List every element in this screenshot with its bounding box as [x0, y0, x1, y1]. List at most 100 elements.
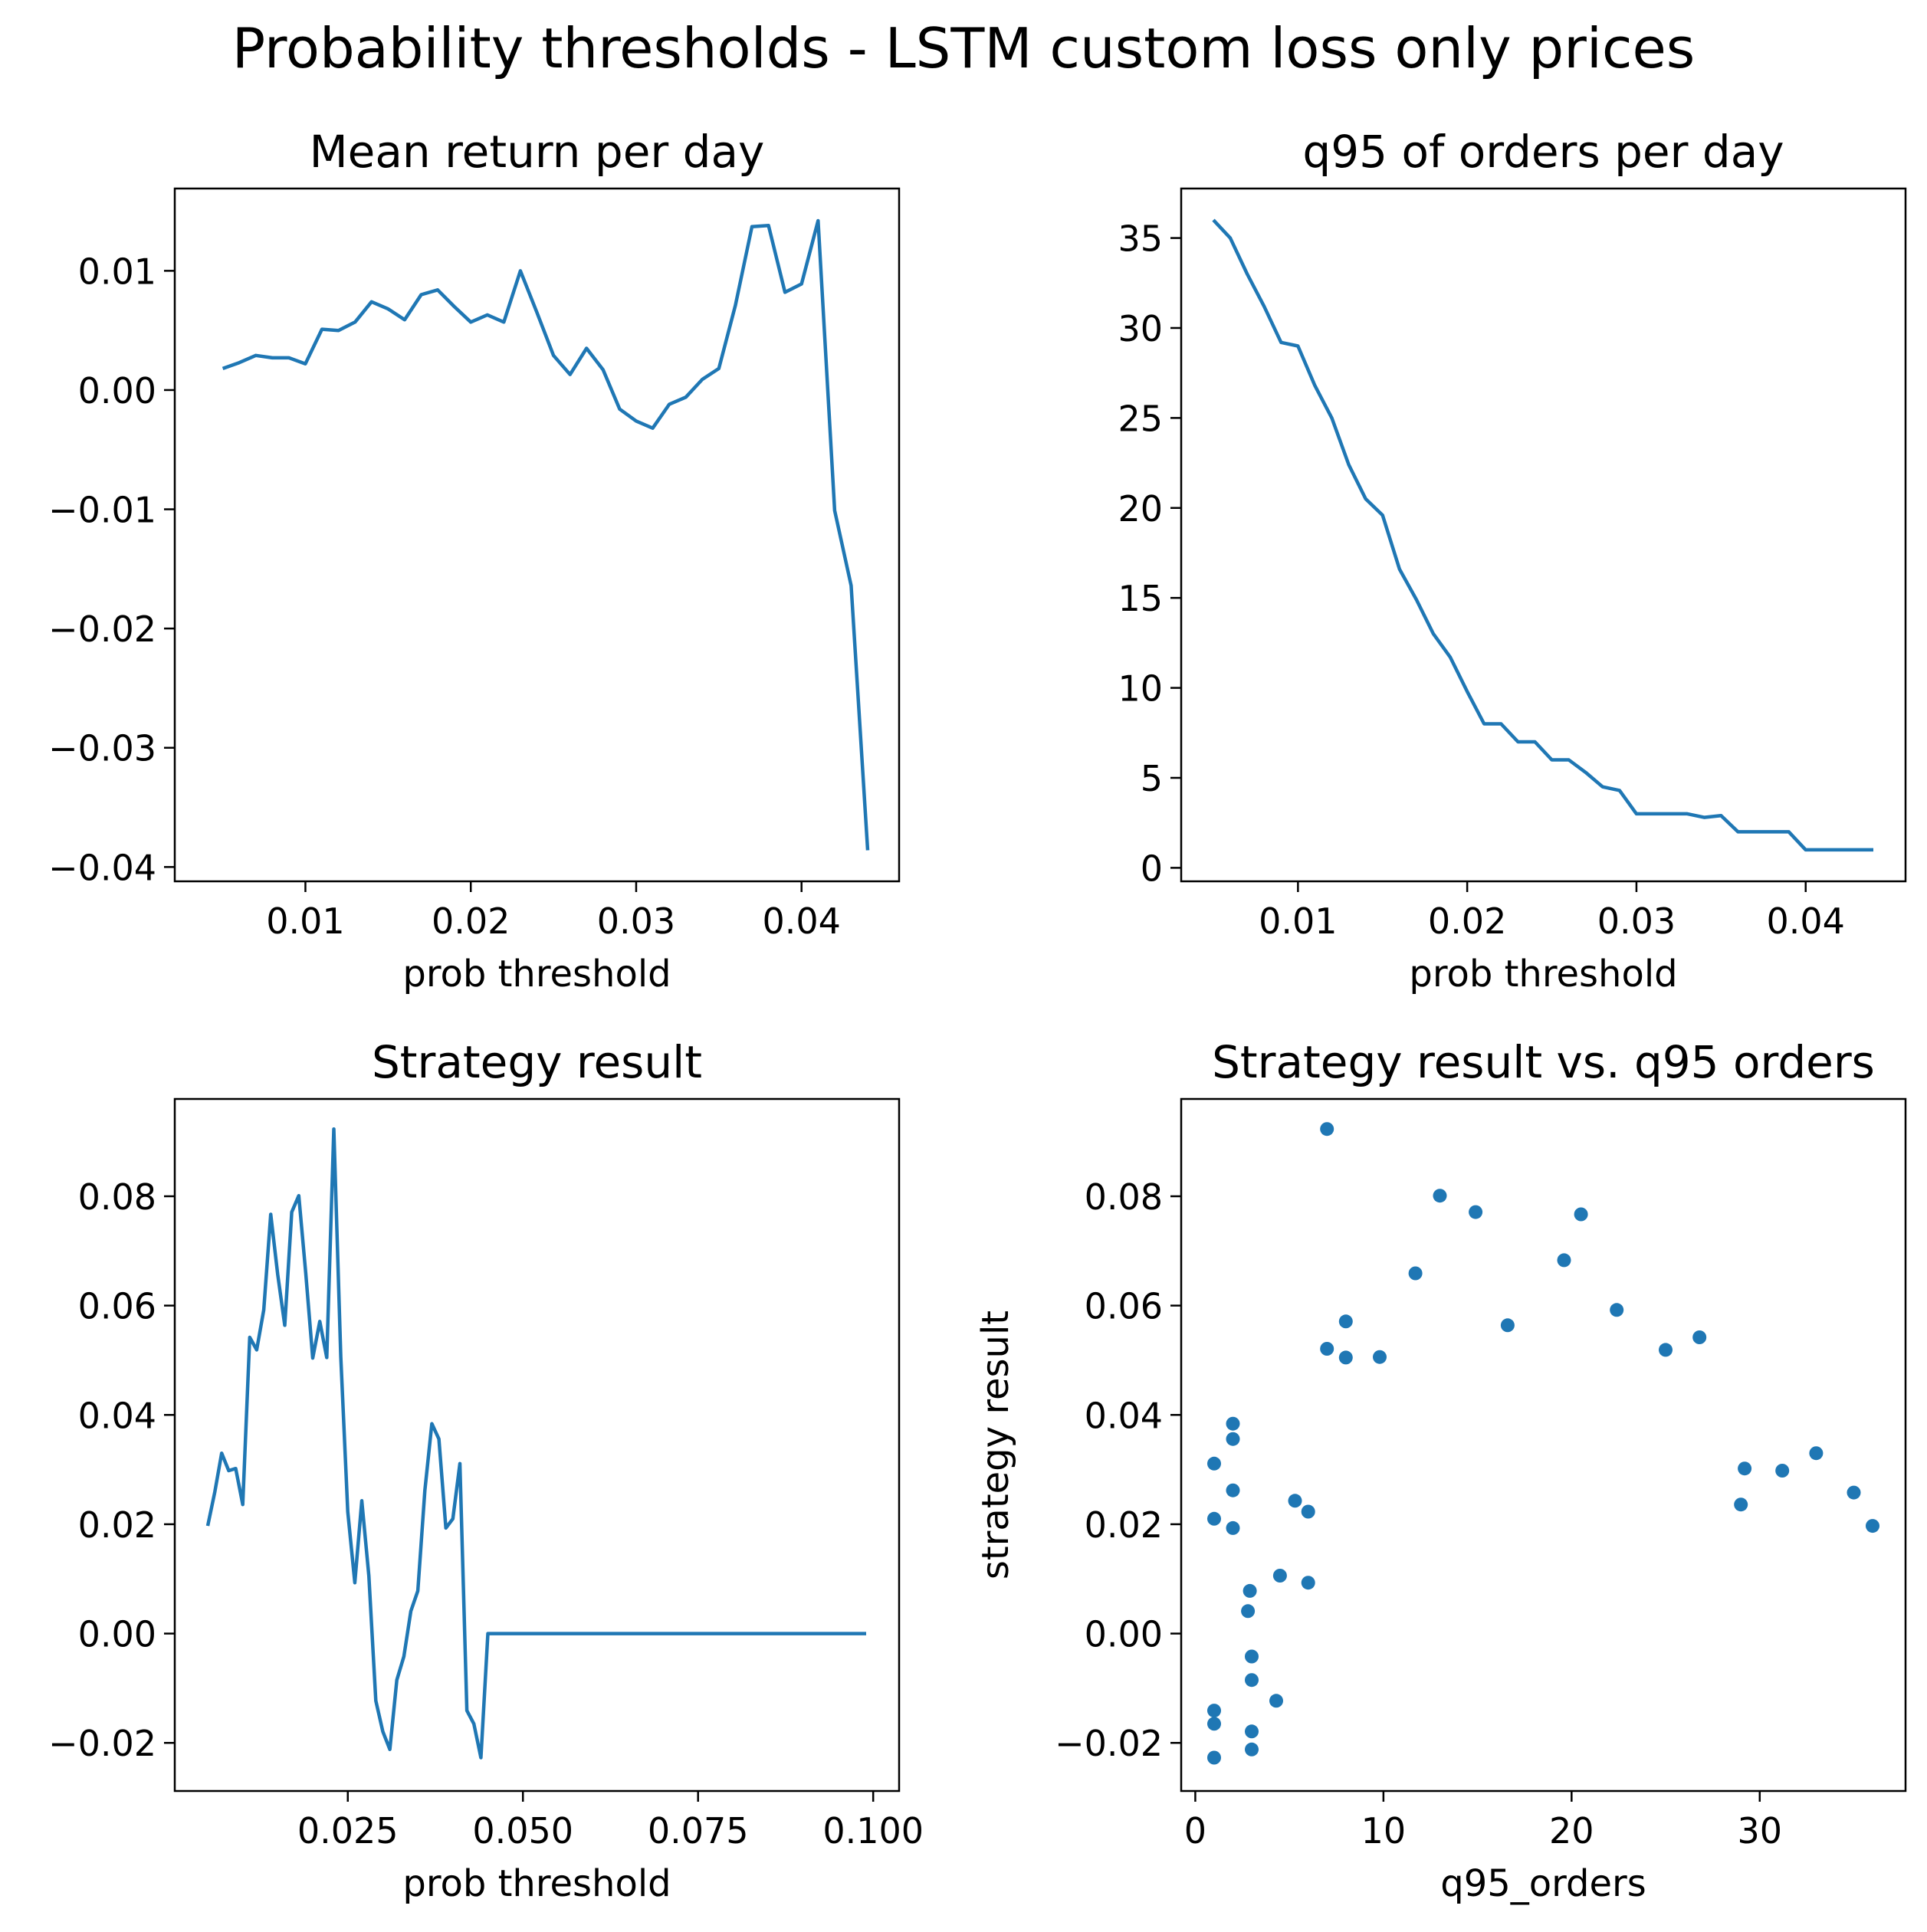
- strategy-vs-q95-point: [1373, 1350, 1387, 1364]
- strategy-vs-q95-point: [1574, 1207, 1588, 1222]
- strategy-vs-q95-point: [1866, 1519, 1879, 1533]
- q95-orders-title: q95 of orders per day: [1302, 126, 1784, 178]
- strategy-vs-q95-point: [1847, 1485, 1861, 1500]
- strategy-vs-q95-point: [1241, 1604, 1256, 1619]
- figure-suptitle: Probability thresholds - LSTM custom los…: [232, 16, 1696, 80]
- strategy-vs-q95-point: [1207, 1511, 1221, 1526]
- strategy-vs-q95-point: [1226, 1416, 1240, 1431]
- strategy-vs-q95-point: [1207, 1456, 1221, 1471]
- strategy-vs-q95-point: [1243, 1583, 1257, 1598]
- q95-orders-xtick-label: 0.02: [1428, 900, 1506, 942]
- mean-return-xtick-label: 0.04: [762, 900, 840, 942]
- q95-orders-ytick-label: 0: [1141, 848, 1163, 889]
- mean-return-axes-frame: [173, 187, 901, 883]
- strategy-vs-q95-point: [1269, 1694, 1283, 1708]
- strategy-result-ytick-label: −0.02: [48, 1723, 156, 1764]
- strategy-vs-q95-point: [1226, 1432, 1240, 1446]
- q95-orders-ytick-label: 25: [1118, 398, 1163, 439]
- strategy-vs-q95-point: [1207, 1750, 1221, 1765]
- q95-orders-ytick-label: 15: [1118, 578, 1163, 619]
- strategy-vs-q95-xtick-label: 20: [1549, 1810, 1594, 1852]
- q95-orders-ytick-label: 5: [1141, 758, 1163, 799]
- strategy-vs-q95-point: [1738, 1461, 1752, 1476]
- strategy-vs-q95-point: [1207, 1704, 1221, 1718]
- strategy-vs-q95-xtick-label: 0: [1184, 1810, 1206, 1852]
- strategy-vs-q95-point: [1734, 1497, 1748, 1512]
- strategy-vs-q95-ytick-label: 0.04: [1085, 1395, 1163, 1436]
- strategy-vs-q95-ytick-label: −0.02: [1055, 1723, 1163, 1764]
- chart-strategy-result: Strategy result 0.025 0.050 0.075 0.100 −0.02…: [48, 1036, 924, 1905]
- strategy-vs-q95-point: [1320, 1342, 1334, 1356]
- strategy-vs-q95-ytick-label: 0.06: [1085, 1286, 1163, 1327]
- strategy-vs-q95-point: [1272, 1569, 1287, 1583]
- strategy-result-axes-frame: [173, 1097, 901, 1793]
- q95-orders-axes-frame: [1180, 187, 1907, 883]
- q95-orders-ytick-label: 35: [1118, 218, 1163, 260]
- q95-orders-ytick-label: 10: [1118, 668, 1163, 710]
- strategy-vs-q95-point: [1809, 1446, 1824, 1461]
- strategy-vs-q95-point: [1692, 1330, 1707, 1344]
- strategy-result-ytick-label: 0.02: [78, 1504, 156, 1546]
- mean-return-ytick-label: −0.04: [48, 847, 156, 888]
- strategy-vs-q95-point: [1433, 1189, 1447, 1203]
- strategy-result-xtick-label: 0.025: [297, 1810, 399, 1852]
- q95-orders-xtick-label: 0.01: [1259, 900, 1337, 942]
- strategy-result-xtick-label: 0.050: [472, 1810, 573, 1852]
- strategy-vs-q95-point: [1288, 1494, 1302, 1508]
- strategy-vs-q95-point: [1320, 1122, 1334, 1137]
- chart-strategy-vs-q95: Strategy result vs. q95 orders 0 10 20 30 −0.…: [974, 1036, 1907, 1905]
- chart-mean-return: Mean return per day 0.01 0.02 0.03 0.04 −0.04…: [48, 126, 901, 996]
- mean-return-ytick-label: −0.03: [48, 728, 156, 769]
- mean-return-ytick-label: 0.01: [78, 251, 156, 292]
- strategy-vs-q95-point: [1469, 1205, 1483, 1219]
- strategy-vs-q95-xtick-label: 10: [1361, 1810, 1407, 1852]
- strategy-vs-q95-point: [1301, 1504, 1315, 1519]
- strategy-vs-q95-xlabel: q95_orders: [1440, 1862, 1646, 1905]
- strategy-vs-q95-xtick-label: 30: [1737, 1810, 1782, 1852]
- q95-orders-xtick-label: 0.04: [1767, 900, 1845, 942]
- q95-orders-ytick-label: 30: [1118, 308, 1163, 349]
- strategy-result-ytick-label: 0.04: [78, 1395, 156, 1436]
- strategy-vs-q95-point: [1226, 1483, 1240, 1497]
- strategy-result-xtick-label: 0.100: [822, 1810, 924, 1852]
- strategy-result-title: Strategy result: [372, 1036, 702, 1088]
- strategy-vs-q95-point: [1245, 1649, 1259, 1664]
- strategy-result-xlabel: prob threshold: [402, 1862, 671, 1905]
- strategy-result-ytick-label: 0.08: [78, 1176, 156, 1218]
- strategy-vs-q95-point: [1610, 1303, 1624, 1317]
- strategy-vs-q95-point: [1226, 1520, 1240, 1535]
- chart-q95-orders: q95 of orders per day 0.01 0.02 0.03 0.04 0 5 1…: [1118, 126, 1907, 996]
- strategy-vs-q95-point: [1338, 1314, 1353, 1329]
- strategy-result-series-line: [205, 1127, 866, 1760]
- strategy-vs-q95-point: [1245, 1742, 1259, 1757]
- strategy-vs-q95-point: [1301, 1576, 1315, 1590]
- mean-return-ytick-label: −0.02: [48, 608, 156, 650]
- strategy-vs-q95-title: Strategy result vs. q95 orders: [1212, 1036, 1875, 1088]
- strategy-vs-q95-point: [1338, 1350, 1353, 1365]
- q95-orders-ytick-label: 20: [1118, 488, 1163, 530]
- q95-orders-series-line: [1212, 218, 1873, 852]
- q95-orders-xlabel: prob threshold: [1409, 953, 1677, 996]
- mean-return-xlabel: prob threshold: [402, 953, 671, 996]
- mean-return-ytick-label: 0.00: [78, 370, 156, 412]
- strategy-vs-q95-point: [1775, 1464, 1790, 1478]
- strategy-vs-q95-point: [1245, 1673, 1259, 1688]
- strategy-vs-q95-ytick-label: 0.08: [1085, 1176, 1163, 1218]
- strategy-vs-q95-point: [1557, 1253, 1571, 1268]
- strategy-result-ytick-label: 0.06: [78, 1286, 156, 1327]
- mean-return-ytick-label: −0.01: [48, 490, 156, 531]
- strategy-vs-q95-point: [1659, 1343, 1673, 1357]
- strategy-vs-q95-ytick-label: 0.02: [1085, 1504, 1163, 1546]
- strategy-vs-q95-ytick-label: 0.00: [1085, 1614, 1163, 1655]
- mean-return-xtick-label: 0.01: [266, 900, 344, 942]
- mean-return-series-line: [222, 218, 870, 851]
- strategy-vs-q95-point: [1245, 1724, 1259, 1739]
- strategy-result-xtick-label: 0.075: [648, 1810, 749, 1852]
- strategy-vs-q95-ylabel: strategy result: [974, 1310, 1017, 1579]
- strategy-vs-q95-point: [1500, 1318, 1515, 1333]
- mean-return-title: Mean return per day: [310, 126, 765, 178]
- strategy-vs-q95-axes-frame: [1180, 1097, 1907, 1793]
- mean-return-xtick-label: 0.02: [432, 900, 510, 942]
